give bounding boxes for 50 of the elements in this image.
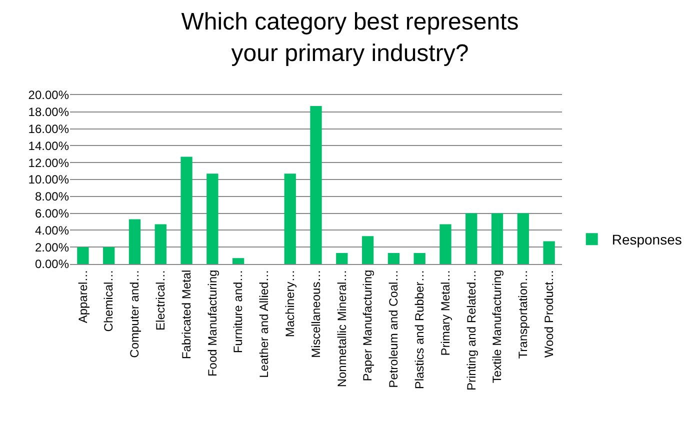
bar [388, 253, 400, 264]
bar [232, 258, 244, 264]
x-tick-label: Paper Manufacturing [360, 270, 375, 382]
x-tick-label: Apparel… [76, 270, 90, 324]
bar [77, 247, 89, 264]
bar [414, 253, 426, 264]
x-tick-label: Furniture and… [231, 270, 246, 354]
chart-title: Which category best represents your primary industry? [181, 8, 519, 67]
x-tick-label: Textile Manufacturing [490, 270, 504, 384]
y-tick-label: 20.00% [28, 88, 70, 102]
bar [128, 219, 141, 264]
bar [284, 174, 296, 264]
x-tick-label: Electrical… [154, 270, 168, 330]
x-tick-label: Machinery… [283, 270, 298, 338]
y-tick-label: 14.00% [28, 138, 70, 153]
y-tick-label: 4.00% [34, 223, 70, 238]
bar [440, 224, 452, 264]
bar [206, 174, 218, 264]
x-tick-label: Primary Metal… [438, 270, 452, 356]
x-tick-label: Miscellaneous… [308, 270, 323, 358]
bar [310, 106, 322, 264]
x-tick-label: Petroleum and Coal… [386, 270, 401, 388]
bar [517, 213, 529, 264]
y-tick-label: 6.00% [34, 206, 70, 220]
x-tick-label: Leather and Allied… [257, 270, 272, 378]
x-tick-label: Transportation… [516, 270, 530, 359]
y-tick-label: 18.00% [28, 105, 70, 120]
x-tick-label: Chemical… [102, 270, 116, 332]
x-tick-label: Printing and Related… [464, 270, 478, 391]
x-tick-label: Fabricated Metal [179, 270, 194, 360]
y-tick-label: 0.00% [34, 257, 70, 272]
bar [336, 253, 348, 264]
x-tick-label: Wood Product… [542, 270, 556, 358]
x-tick-label: Food Manufacturing [205, 270, 220, 377]
bar [180, 156, 192, 264]
bar [466, 213, 478, 264]
y-tick-label: 2.00% [34, 240, 70, 254]
bar [362, 236, 374, 264]
bar [154, 224, 166, 264]
x-tick-label: Nonmetallic Mineral… [334, 270, 349, 388]
y-tick-label: 12.00% [28, 156, 70, 170]
y-tick-label: 16.00% [28, 122, 70, 136]
y-tick-label: 10.00% [28, 172, 70, 187]
bar [103, 247, 115, 264]
bar [491, 213, 504, 264]
bar [543, 241, 555, 264]
x-tick-label: Plastics and Rubber… [412, 270, 426, 390]
legend-label: Responses [612, 232, 682, 248]
y-tick-label: 8.00% [34, 190, 70, 204]
x-tick-label: Computer and… [128, 270, 142, 358]
